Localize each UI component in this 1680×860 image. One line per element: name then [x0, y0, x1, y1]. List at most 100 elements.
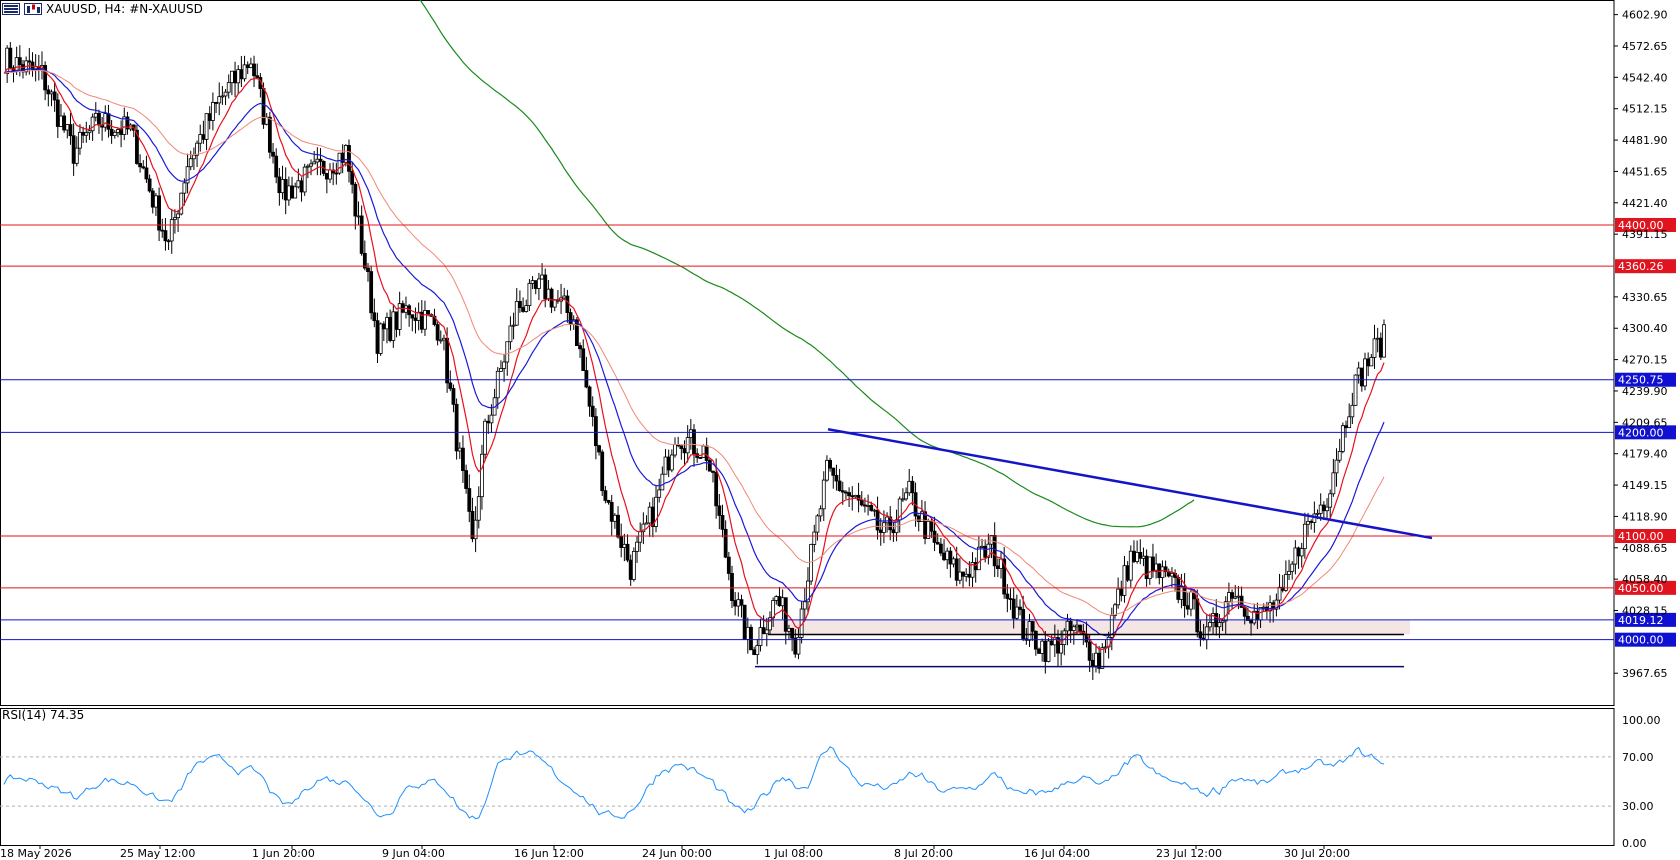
candle-body: [1113, 604, 1117, 616]
candle-body: [758, 627, 763, 646]
candle-body: [1293, 547, 1298, 565]
candle-body: [612, 514, 617, 522]
candle-body: [1182, 586, 1187, 607]
candle-body: [210, 102, 215, 121]
candle-body: [214, 102, 218, 104]
price-pane-frame: [0, 0, 1615, 706]
candle-body: [1027, 621, 1032, 641]
candle-body: [97, 112, 101, 126]
candle-body: [476, 496, 481, 521]
rsi-level-label: 0.00: [1622, 837, 1647, 850]
candle-body: [821, 479, 826, 510]
candle-body: [1147, 556, 1152, 579]
candle-body: [635, 541, 639, 552]
candle-body: [935, 542, 940, 545]
candle-body: [483, 420, 488, 455]
candle-body: [1160, 566, 1165, 578]
candle-body: [147, 178, 152, 192]
candle-body: [910, 480, 915, 494]
candle-body: [454, 403, 459, 452]
candle-body: [900, 498, 905, 501]
candle-body: [144, 167, 149, 180]
candle-body: [647, 506, 652, 524]
level-tag-4400.00: [1615, 217, 1676, 232]
candle-body: [157, 195, 161, 231]
candle-body: [543, 274, 548, 300]
candle-body: [1227, 592, 1231, 603]
candle-body: [1331, 472, 1336, 495]
symbol-description: #N-XAUUSD: [129, 2, 203, 16]
candle-body: [1245, 615, 1250, 621]
candle-body: [872, 509, 877, 512]
candle-body: [372, 312, 377, 322]
candle-body: [1204, 626, 1209, 641]
candle-body: [470, 511, 475, 540]
price-tick-label: 4421.40: [1622, 197, 1668, 210]
candle-body: [1090, 659, 1095, 667]
candle-body: [1334, 459, 1339, 474]
price-tick-label: 4300.40: [1622, 322, 1668, 335]
level-tag-4000.00: [1615, 632, 1676, 647]
time-tick-label: 23 Jul 12:00: [1156, 847, 1222, 860]
candle-body: [749, 626, 753, 651]
candle-body: [229, 70, 234, 84]
candle-body: [964, 573, 969, 577]
candle-body: [204, 113, 209, 140]
candle-body: [1116, 588, 1121, 606]
candle-body: [704, 445, 709, 461]
candle-body: [761, 627, 766, 635]
candle-body: [954, 558, 959, 581]
candle-body: [1261, 606, 1266, 609]
candle-body: [1309, 520, 1314, 523]
price-tick-label: 4330.65: [1622, 291, 1668, 304]
candle-body: [1208, 622, 1212, 628]
candle-body: [381, 323, 386, 330]
candle-body: [1233, 596, 1238, 599]
candle-body: [625, 543, 630, 561]
candle-body: [302, 166, 307, 193]
candle-body: [1122, 565, 1127, 596]
candle-body: [742, 604, 747, 640]
candle-body: [502, 361, 506, 369]
candle-body: [995, 565, 1000, 569]
candle-body: [730, 573, 734, 601]
chart-type-icon[interactable]: [24, 3, 42, 15]
candle-body: [597, 445, 601, 453]
candle-body: [511, 324, 516, 327]
candle-body: [802, 601, 807, 610]
time-tick-label: 24 Jun 00:00: [642, 847, 712, 860]
candle-body: [116, 129, 120, 133]
price-tick-label: 4179.40: [1622, 448, 1668, 461]
candle-body: [1372, 338, 1377, 358]
candle-body: [1075, 624, 1079, 628]
candle-body: [160, 229, 165, 232]
candle-body: [1087, 641, 1092, 661]
candle-body: [1176, 577, 1181, 600]
candle-body: [385, 317, 389, 330]
candle-body: [84, 132, 89, 136]
candle-body: [353, 183, 358, 217]
candle-body: [1340, 425, 1345, 452]
candle-body: [628, 559, 633, 580]
candle-body: [521, 307, 525, 312]
level-price-label: 4200.00: [1618, 426, 1664, 439]
candle-body: [90, 116, 95, 132]
candle-body: [489, 414, 494, 424]
candle-body: [723, 528, 728, 558]
candle-body: [717, 505, 722, 516]
candle-body: [1128, 550, 1133, 581]
candle-body: [1141, 555, 1146, 559]
descending-trendline[interactable]: [827, 427, 1433, 540]
candle-body: [239, 69, 244, 80]
rsi-level-label: 100.00: [1622, 714, 1661, 727]
candle-body: [27, 60, 32, 63]
candle-body: [366, 267, 370, 272]
candle-body: [1151, 556, 1155, 572]
price-tick-label: 4088.65: [1622, 542, 1668, 555]
candle-body: [584, 370, 589, 388]
candle-body: [305, 165, 310, 168]
flag-icon[interactable]: [2, 3, 20, 15]
candle-body: [1353, 374, 1358, 406]
candle-body: [242, 64, 247, 80]
